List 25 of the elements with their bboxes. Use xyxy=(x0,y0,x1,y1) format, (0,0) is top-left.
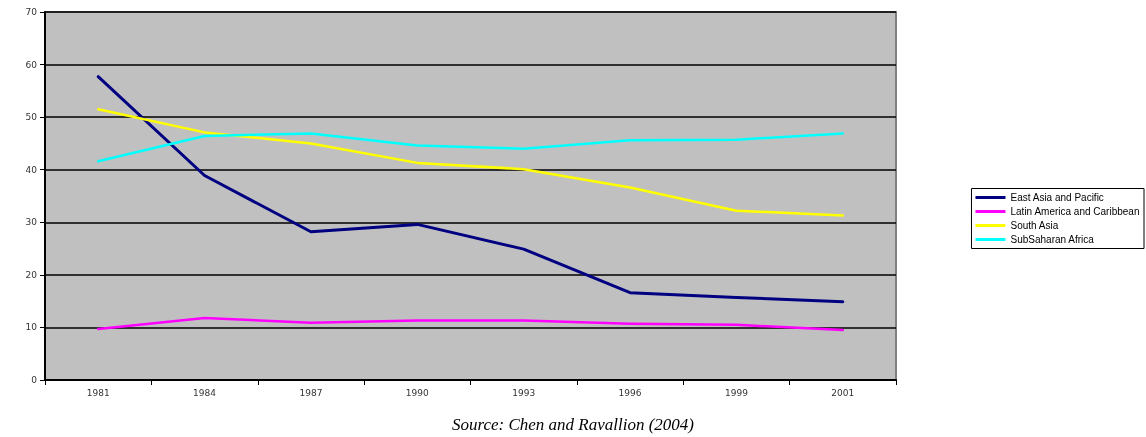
legend-label: South Asia xyxy=(1010,220,1059,231)
x-tick-label: 1987 xyxy=(299,387,323,398)
x-tick-label: 1990 xyxy=(405,387,430,398)
line-series xyxy=(96,316,845,332)
line-series xyxy=(96,108,845,217)
x-tick-label: 1996 xyxy=(618,387,642,398)
x-tick-label: 2001 xyxy=(831,387,855,398)
y-tick-label: 50 xyxy=(25,112,38,123)
legend-label: SubSaharan Africa xyxy=(1010,234,1095,245)
x-tick-label: 1999 xyxy=(724,387,749,398)
source-note: Source: Chen and Ravallion (2004) xyxy=(451,415,695,434)
line-series xyxy=(96,75,845,304)
x-tick-label: 1981 xyxy=(86,387,110,398)
y-tick-label: 30 xyxy=(25,217,38,228)
legend-label: East Asia and Pacific xyxy=(1010,192,1104,203)
y-tick-label: 70 xyxy=(25,7,38,17)
x-tick-label: 1984 xyxy=(193,387,217,398)
line-series xyxy=(96,132,845,163)
x-tick-label: 1993 xyxy=(512,387,536,398)
y-tick-label: 40 xyxy=(25,164,38,175)
y-tick-label: 10 xyxy=(25,322,38,333)
legend-label: Latin America and Caribbean xyxy=(1010,206,1140,217)
y-tick-label: 60 xyxy=(25,59,38,70)
y-tick-label: 0 xyxy=(31,375,38,385)
y-tick-label: 20 xyxy=(25,269,38,280)
